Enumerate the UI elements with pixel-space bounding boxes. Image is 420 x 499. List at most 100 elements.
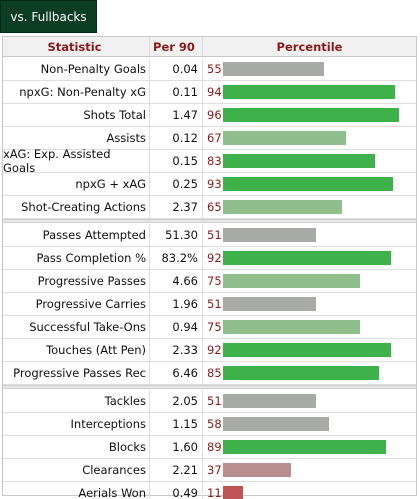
- percentile-value: 58: [207, 417, 222, 431]
- percentile-bar: [223, 417, 329, 431]
- table-row: Progressive Carries 1.96 51: [3, 293, 416, 316]
- per90-value: 0.25: [150, 173, 203, 195]
- percentile-value: 85: [207, 366, 222, 380]
- percentile-bar-track: [223, 297, 406, 311]
- tab-vs-fullbacks[interactable]: vs. Fullbacks: [0, 0, 97, 33]
- table-row: Interceptions 1.15 58: [3, 413, 416, 436]
- percentile-value: 92: [207, 251, 222, 265]
- percentile-value: 37: [207, 463, 222, 477]
- stat-name: Progressive Carries: [3, 293, 150, 315]
- percentile-cell: 89: [203, 436, 416, 458]
- percentile-value: 51: [207, 394, 222, 408]
- percentile-bar-track: [223, 440, 406, 454]
- percentile-value: 89: [207, 440, 222, 454]
- percentile-bar-track: [223, 274, 406, 288]
- percentile-cell: 37: [203, 459, 416, 481]
- percentile-bar-track: [223, 463, 406, 477]
- percentile-cell: 93: [203, 173, 416, 195]
- percentile-bar-track: [223, 366, 406, 380]
- table-row: Shot-Creating Actions 2.37 65: [3, 196, 416, 219]
- table-row: Touches (Att Pen) 2.33 92: [3, 339, 416, 362]
- table-row: Successful Take-Ons 0.94 75: [3, 316, 416, 339]
- percentile-cell: 75: [203, 270, 416, 292]
- table-row: Passes Attempted 51.30 51: [3, 224, 416, 247]
- per90-value: 1.96: [150, 293, 203, 315]
- percentile-bar-track: [223, 486, 406, 499]
- percentile-value: 93: [207, 177, 222, 191]
- table-row: npxG: Non-Penalty xG 0.11 94: [3, 81, 416, 104]
- per90-value: 0.49: [150, 482, 203, 499]
- per90-value: 1.15: [150, 413, 203, 435]
- table-row: Progressive Passes 4.66 75: [3, 270, 416, 293]
- stat-name: Interceptions: [3, 413, 150, 435]
- percentile-value: 94: [207, 85, 222, 99]
- table-row: Non-Penalty Goals 0.04 55: [3, 58, 416, 81]
- percentile-value: 51: [207, 297, 222, 311]
- stat-name: Assists: [3, 127, 150, 149]
- stat-name: npxG: Non-Penalty xG: [3, 81, 150, 103]
- table-row: Pass Completion % 83.2% 92: [3, 247, 416, 270]
- per90-value: 83.2%: [150, 247, 203, 269]
- percentile-cell: 55: [203, 58, 416, 80]
- table-row: Assists 0.12 67: [3, 127, 416, 150]
- percentile-bar: [223, 228, 316, 242]
- percentile-cell: 83: [203, 150, 416, 172]
- percentile-bar: [223, 62, 324, 76]
- stat-name: Progressive Passes: [3, 270, 150, 292]
- section-divider: [3, 219, 416, 223]
- per90-value: 0.11: [150, 81, 203, 103]
- percentile-bar: [223, 463, 291, 477]
- scouting-report-table: Statistic Per 90 Percentile Non-Penalty …: [2, 36, 417, 499]
- table-row: npxG + xAG 0.25 93: [3, 173, 416, 196]
- percentile-bar: [223, 154, 375, 168]
- percentile-bar-track: [223, 228, 406, 242]
- header-statistic: Statistic: [3, 37, 150, 56]
- percentile-bar-track: [223, 320, 406, 334]
- percentile-bar-track: [223, 131, 406, 145]
- table-header-row: Statistic Per 90 Percentile: [3, 37, 416, 57]
- stat-name: Shots Total: [3, 104, 150, 126]
- header-per90: Per 90: [150, 37, 203, 56]
- stat-name: Shot-Creating Actions: [3, 196, 150, 218]
- table-row: Blocks 1.60 89: [3, 436, 416, 459]
- per90-value: 4.66: [150, 270, 203, 292]
- table-row: Progressive Passes Rec 6.46 85: [3, 362, 416, 385]
- per90-value: 2.21: [150, 459, 203, 481]
- stat-name: Pass Completion %: [3, 247, 150, 269]
- percentile-cell: 51: [203, 224, 416, 246]
- percentile-bar: [223, 486, 243, 499]
- percentile-value: 92: [207, 343, 222, 357]
- per90-value: 1.60: [150, 436, 203, 458]
- percentile-cell: 85: [203, 362, 416, 384]
- percentile-cell: 11: [203, 482, 416, 499]
- percentile-bar: [223, 297, 316, 311]
- stat-name: Aerials Won: [3, 482, 150, 499]
- percentile-value: 75: [207, 320, 222, 334]
- percentile-bar-track: [223, 62, 406, 76]
- stat-name: Touches (Att Pen): [3, 339, 150, 361]
- percentile-bar-track: [223, 417, 406, 431]
- per90-value: 0.15: [150, 150, 203, 172]
- percentile-bar: [223, 85, 395, 99]
- percentile-value: 83: [207, 154, 222, 168]
- per90-value: 0.04: [150, 58, 203, 80]
- percentile-cell: 94: [203, 81, 416, 103]
- percentile-cell: 51: [203, 390, 416, 412]
- per90-value: 2.05: [150, 390, 203, 412]
- per90-value: 51.30: [150, 224, 203, 246]
- percentile-bar: [223, 251, 391, 265]
- percentile-value: 51: [207, 228, 222, 242]
- per90-value: 0.12: [150, 127, 203, 149]
- percentile-value: 11: [207, 486, 222, 499]
- percentile-bar: [223, 108, 399, 122]
- stat-name: Clearances: [3, 459, 150, 481]
- percentile-bar: [223, 320, 360, 334]
- percentile-value: 96: [207, 108, 222, 122]
- percentile-cell: 92: [203, 247, 416, 269]
- table-row: Clearances 2.21 37: [3, 459, 416, 482]
- per90-value: 2.33: [150, 339, 203, 361]
- stat-name: Progressive Passes Rec: [3, 362, 150, 384]
- percentile-cell: 96: [203, 104, 416, 126]
- percentile-bar-track: [223, 108, 406, 122]
- stat-name: xAG: Exp. Assisted Goals: [3, 147, 150, 175]
